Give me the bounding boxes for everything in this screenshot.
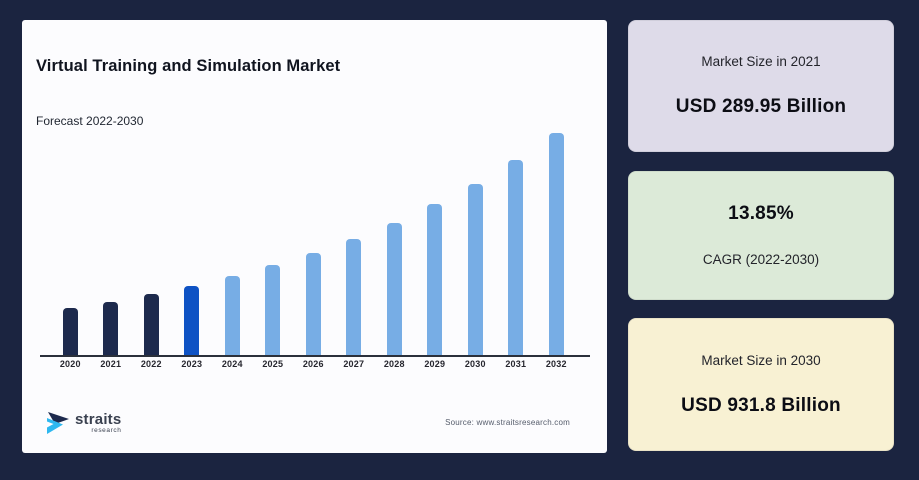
bar-chart-plot-area	[40, 125, 590, 357]
x-axis-label-2032: 2032	[545, 359, 567, 369]
stat-label: Market Size in 2021	[701, 54, 821, 69]
chart-title: Virtual Training and Simulation Market	[36, 57, 341, 75]
x-axis-label-2022: 2022	[140, 359, 162, 369]
stat-card-market-size-2021: Market Size in 2021 USD 289.95 Billion	[628, 20, 894, 152]
bar-2021	[91, 125, 132, 355]
stat-card-cagr: 13.85% CAGR (2022-2030)	[628, 170, 894, 300]
x-axis-label-2026: 2026	[302, 359, 324, 369]
stat-label: CAGR (2022-2030)	[702, 252, 820, 267]
stat-value: USD 289.95 Billion	[675, 96, 847, 117]
bar-2023	[172, 125, 213, 355]
straits-research-logo: straits research	[44, 411, 121, 436]
x-axis-label-2021: 2021	[100, 359, 122, 369]
source-text: Source: www.straitsresearch.com	[445, 418, 570, 427]
x-axis-label-2030: 2030	[464, 359, 486, 369]
bar-2025	[253, 125, 294, 355]
x-axis-line	[40, 355, 590, 357]
x-axis-label-2023: 2023	[181, 359, 203, 369]
chart-card: Virtual Training and Simulation Market F…	[22, 20, 607, 453]
bar-2022	[131, 125, 172, 355]
bar-2032	[536, 125, 577, 355]
stat-label: Market Size in 2030	[701, 352, 821, 368]
stat-value: USD 931.8 Billion	[681, 394, 841, 416]
stat-value: 13.85%	[728, 203, 794, 224]
bar-2024	[212, 125, 253, 355]
bar-2027	[334, 125, 375, 355]
x-axis-label-2020: 2020	[59, 359, 81, 369]
x-axis-label-2027: 2027	[343, 359, 365, 369]
bar-2031	[496, 125, 537, 355]
stat-card-market-size-2030: Market Size in 2030 USD 931.8 Billion	[628, 318, 894, 451]
bar-2028	[374, 125, 415, 355]
bar-2026	[293, 125, 334, 355]
x-axis-label-2024: 2024	[221, 359, 243, 369]
x-axis-label-2028: 2028	[383, 359, 405, 369]
chart-subtitle: Forecast 2022-2030	[36, 114, 144, 128]
logo-name: straits	[75, 411, 122, 429]
bar-2029	[415, 125, 456, 355]
logo-text: straits research	[75, 412, 121, 435]
stat-cards-column: Market Size in 2021 USD 289.95 Billion 1…	[628, 20, 894, 451]
logo-subname: research	[91, 427, 122, 435]
bar-2020	[50, 125, 91, 355]
straits-logo-icon	[47, 412, 69, 434]
x-axis-label-2029: 2029	[424, 359, 446, 369]
bars-layer	[50, 125, 577, 355]
bar-2030	[455, 125, 496, 355]
x-axis-labels: 2020 2021 2022 2023 2024 2025 2026 2027 2028 2029…	[50, 359, 577, 369]
x-axis-label-2031: 2031	[505, 359, 527, 369]
x-axis-label-2025: 2025	[262, 359, 284, 369]
